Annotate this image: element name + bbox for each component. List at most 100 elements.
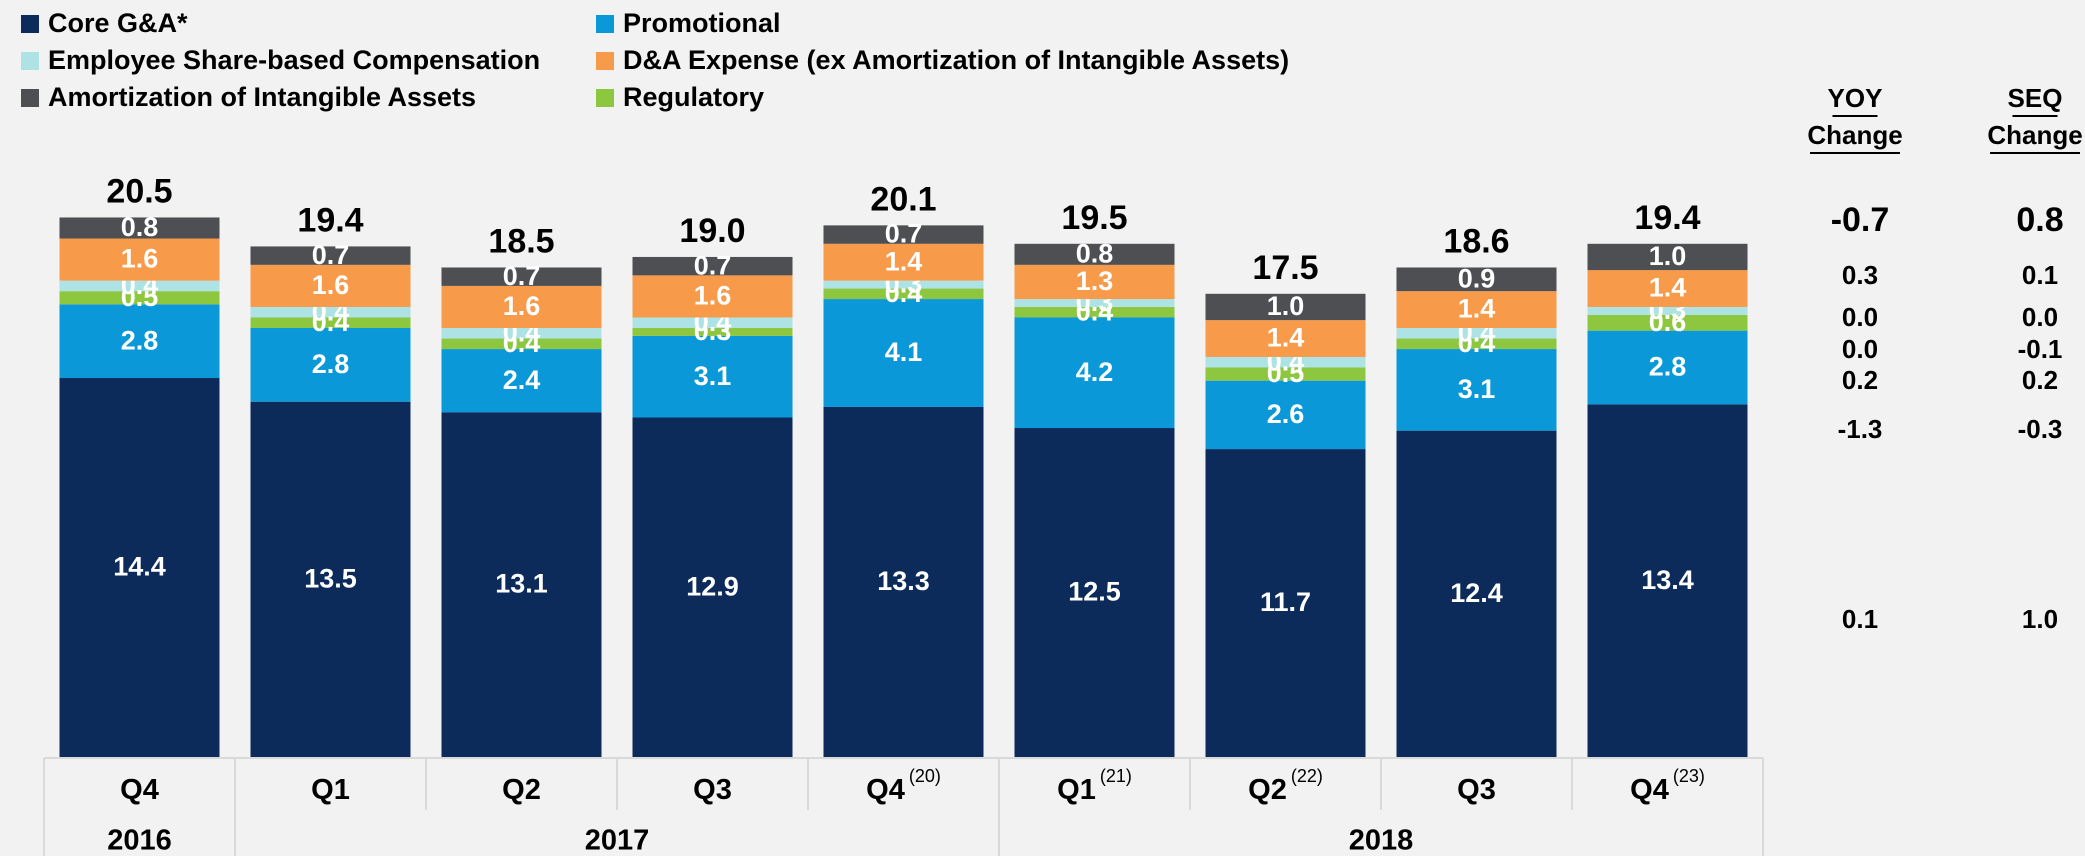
x-tick-label: Q3	[693, 774, 732, 806]
bar-segment	[250, 401, 411, 757]
change-value: 0.2	[1842, 365, 1878, 395]
bar-segment	[59, 378, 220, 757]
legend-label: Amortization of Intangible Assets	[48, 82, 476, 112]
change-value: 0.0	[2022, 302, 2058, 332]
bar-segment	[250, 246, 411, 265]
data-label: 13.3	[877, 566, 930, 596]
legend-swatch	[596, 89, 614, 107]
legend-swatch	[21, 15, 39, 33]
x-tick-label: Q4	[120, 774, 159, 806]
data-label: 1.0	[1649, 241, 1687, 271]
bar-segment	[1205, 367, 1366, 381]
bar-segment	[441, 285, 602, 329]
total-label: 20.5	[106, 172, 172, 210]
bar-segment	[1205, 356, 1366, 368]
data-label: 13.4	[1641, 565, 1694, 595]
bar-segment	[823, 299, 984, 407]
total-label: 18.6	[1443, 222, 1509, 260]
bar-segment	[632, 317, 793, 329]
data-label: 4.1	[885, 337, 923, 367]
legend-swatch	[596, 52, 614, 70]
change-header: Change	[1807, 120, 1902, 150]
bar-segment	[1396, 291, 1557, 329]
bar-segment	[250, 306, 411, 318]
data-label: 4.2	[1076, 357, 1114, 387]
bar-segment	[1205, 449, 1366, 757]
x-tick-note: (21)	[1100, 766, 1132, 786]
data-label: 12.5	[1068, 577, 1121, 607]
data-label: 0.8	[121, 212, 159, 242]
change-value: 0.3	[1842, 260, 1878, 290]
bar-segment	[59, 217, 220, 239]
data-label: 0.9	[1458, 263, 1496, 293]
data-label: 2.4	[503, 365, 541, 395]
data-label: 2.6	[1267, 399, 1305, 429]
bar-segment	[1205, 293, 1366, 321]
x-tick-label-main: Q4	[866, 774, 905, 806]
data-label: 2.8	[1649, 352, 1687, 382]
total-label: 18.5	[488, 222, 554, 260]
change-value: 0.0	[1842, 302, 1878, 332]
data-label: 1.4	[1458, 294, 1496, 324]
bar-segment	[59, 304, 220, 379]
legend-swatch	[21, 89, 39, 107]
x-tick-note: (22)	[1291, 766, 1323, 786]
x-tick-note: (23)	[1673, 766, 1705, 786]
change-value: 0.2	[2022, 365, 2058, 395]
data-label: 1.6	[312, 270, 350, 300]
x-tick-label: Q1	[311, 774, 350, 806]
data-label: 0.7	[312, 240, 350, 270]
change-value: 1.0	[2022, 604, 2058, 634]
bar-segment	[1014, 306, 1175, 318]
x-tick-label: Q2	[502, 774, 541, 806]
x-tick-label-main: Q2	[1248, 774, 1287, 806]
bar-segment	[1014, 299, 1175, 307]
total-label: 19.4	[1634, 199, 1700, 237]
year-label: 2017	[585, 825, 650, 856]
change-value: -0.3	[2018, 414, 2063, 444]
x-tick-label-main: Q2	[502, 774, 541, 806]
bar-segment	[1587, 270, 1748, 307]
bar-segment	[59, 280, 220, 292]
bar-segment	[1014, 317, 1175, 429]
legend-label: Core G&A*	[48, 8, 188, 38]
x-tick-label: Q3	[1457, 774, 1496, 806]
data-label: 1.6	[121, 244, 159, 274]
x-tick-note: (20)	[909, 766, 941, 786]
bar-segment	[1587, 306, 1748, 315]
bar-segment	[632, 328, 793, 336]
x-tick-label-main: Q4	[120, 774, 159, 806]
change-header: SEQ	[2008, 83, 2063, 113]
data-label: 3.1	[694, 361, 732, 391]
data-label: 2.8	[312, 349, 350, 379]
year-label: 2016	[107, 825, 172, 856]
data-label: 1.4	[885, 246, 923, 276]
data-label: 0.7	[694, 250, 732, 280]
year-label: 2018	[1349, 825, 1414, 856]
bar-segment	[823, 243, 984, 281]
total-label: 19.0	[679, 212, 745, 250]
bar-segment	[823, 406, 984, 757]
x-tick-label: Q4 (20)	[866, 766, 941, 806]
data-label: 0.8	[1076, 238, 1114, 268]
bar-segment	[1396, 267, 1557, 292]
bar-segment	[632, 256, 793, 276]
data-label: 0.7	[885, 219, 923, 249]
x-tick-label-main: Q3	[1457, 774, 1496, 806]
total-label: 20.1	[870, 180, 936, 218]
data-label: 12.4	[1450, 578, 1503, 608]
bar-segment	[441, 267, 602, 286]
data-label: 1.6	[503, 291, 541, 321]
bar-segment	[250, 264, 411, 307]
bar-segment	[1587, 404, 1748, 757]
change-total: -0.7	[1831, 201, 1890, 239]
change-value: 0.0	[1842, 334, 1878, 364]
x-tick-label-main: Q4	[1630, 774, 1669, 806]
bar-segment	[632, 335, 793, 418]
data-label: 2.8	[121, 325, 159, 355]
legend-label: Regulatory	[623, 82, 764, 112]
bar-segment	[632, 275, 793, 318]
legend-swatch	[21, 52, 39, 70]
data-label: 3.1	[1458, 374, 1496, 404]
